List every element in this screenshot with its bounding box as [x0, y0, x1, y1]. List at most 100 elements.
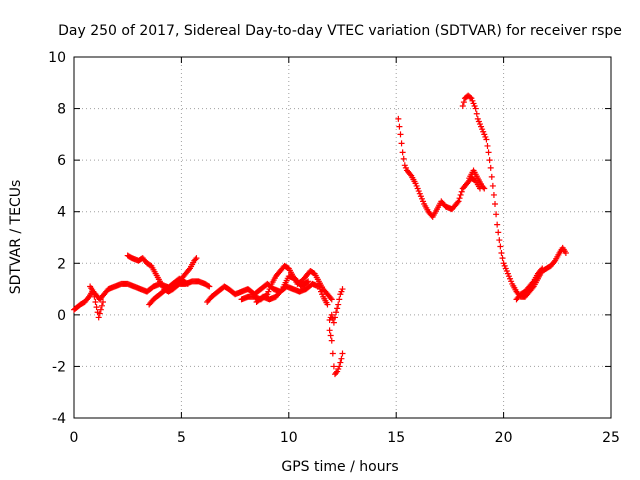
data-point-series-2: [467, 94, 474, 101]
x-tick-label: 10: [280, 430, 298, 446]
data-point-series-2: [488, 173, 495, 180]
data-point-series-1: [337, 359, 344, 366]
x-tick-label: 20: [495, 430, 513, 446]
data-point-series-2: [457, 191, 464, 198]
data-point-series-2: [493, 211, 500, 218]
data-point-series-1: [305, 278, 312, 285]
data-point-series-2: [483, 136, 490, 143]
data-point-series-2: [400, 155, 407, 162]
data-point-series-2: [494, 221, 501, 228]
data-point-series-2: [495, 229, 502, 236]
data-point-series-1: [192, 256, 199, 263]
data-point-series-2: [485, 149, 492, 156]
y-tick-label: 10: [48, 50, 66, 66]
y-tick-label: -4: [52, 411, 66, 427]
plot-frame: [73, 56, 612, 419]
data-point-series-2: [459, 102, 466, 109]
data-point-series-2: [487, 164, 494, 171]
data-point-series-1: [97, 306, 104, 313]
data-point-series-2: [396, 123, 403, 130]
x-tick-label: 5: [177, 430, 186, 446]
x-tick-label: 0: [70, 430, 79, 446]
data-point-series-1: [326, 327, 333, 334]
data-point-series-1: [331, 314, 338, 321]
data-point-series-1: [84, 295, 91, 302]
data-point-series-1: [98, 302, 105, 309]
data-point-series-1: [324, 301, 331, 308]
data-point-series-1: [327, 332, 334, 339]
data-point-series-1: [93, 304, 100, 311]
x-tick-label: 15: [387, 430, 405, 446]
data-point-series-2: [538, 266, 545, 273]
data-point-series-1: [330, 363, 337, 370]
data-point-series-2: [399, 149, 406, 156]
y-tick-label: 4: [57, 205, 66, 221]
data-point-series-2: [454, 199, 461, 206]
data-point-series-1: [333, 309, 340, 316]
data-point-series-2: [455, 198, 462, 205]
data-point-series-1: [329, 350, 336, 357]
data-point-series-2: [458, 188, 465, 195]
data-point-series-2: [539, 265, 546, 272]
y-axis-label: SDTVAR / TECUs: [8, 180, 24, 295]
data-point-series-1: [333, 369, 340, 376]
data-point-series-2: [551, 258, 558, 265]
data-point-series-2: [473, 110, 480, 117]
data-point-series-2: [481, 185, 488, 192]
y-tick-label: 2: [57, 256, 66, 272]
data-point-series-1: [205, 282, 212, 289]
data-point-series-1: [96, 310, 103, 317]
data-point-series-2: [480, 184, 487, 191]
data-point-series-1: [90, 288, 97, 295]
y-tick-label: 6: [57, 153, 66, 169]
data-point-series-2: [484, 142, 491, 149]
data-point-series-1: [304, 279, 311, 286]
data-point-series-1: [327, 295, 334, 302]
data-point-series-2: [486, 157, 493, 164]
data-point-series-2: [472, 105, 479, 112]
data-point-series-1: [206, 283, 213, 290]
x-axis-label: GPS time / hours: [281, 459, 398, 475]
data-point-series-2: [395, 115, 402, 122]
data-point-series-2: [407, 171, 414, 178]
data-point-series-1: [184, 280, 191, 287]
data-point-series-2: [497, 243, 504, 250]
grid: [74, 57, 611, 418]
data-points: [71, 92, 569, 378]
data-point-series-2: [498, 249, 505, 256]
data-point-series-2: [398, 140, 405, 147]
data-point-series-1: [328, 337, 335, 344]
data-point-series-1: [339, 286, 346, 293]
data-point-series-1: [336, 363, 343, 370]
data-point-series-2: [489, 182, 496, 189]
data-point-series-1: [339, 350, 346, 357]
y-tick-label: 8: [57, 102, 66, 118]
data-point-series-1: [185, 266, 192, 273]
data-point-series-1: [278, 287, 285, 294]
data-point-series-2: [496, 237, 503, 244]
data-point-series-2: [490, 191, 497, 198]
data-point-series-1: [330, 319, 337, 326]
data-point-series-2: [456, 195, 463, 202]
chart-title: Day 250 of 2017, Sidereal Day-to-day VTE…: [58, 23, 622, 39]
data-point-series-1: [92, 298, 99, 305]
data-point-series-1: [334, 305, 341, 312]
y-tick-label: -2: [52, 359, 66, 375]
data-point-series-1: [91, 293, 98, 300]
data-point-series-2: [492, 200, 499, 207]
data-point-series-1: [335, 301, 342, 308]
data-point-series-1: [95, 314, 102, 321]
data-point-series-1: [328, 311, 335, 318]
data-point-series-1: [336, 296, 343, 303]
data-point-series-2: [460, 99, 467, 106]
axis-ticks: 0 5 10 15 20 25 -4 -2 0 2 4 6 8 10: [48, 50, 620, 446]
data-point-series-2: [529, 279, 536, 286]
data-point-series-1: [183, 280, 190, 287]
data-point-series-2: [562, 249, 569, 256]
y-tick-label: 0: [57, 308, 66, 324]
data-point-series-1: [328, 296, 335, 303]
data-point-series-2: [499, 255, 506, 262]
x-tick-label: 25: [602, 430, 620, 446]
data-point-series-1: [338, 355, 345, 362]
